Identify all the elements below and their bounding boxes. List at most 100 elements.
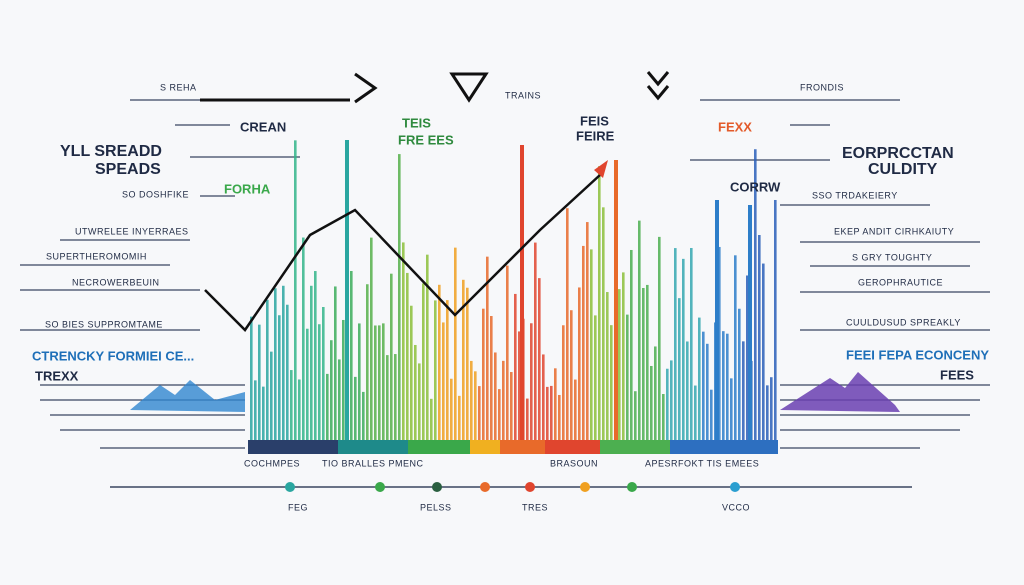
label: SUPERTHEROMOMIH	[46, 251, 147, 261]
bar	[726, 333, 729, 440]
bar	[354, 376, 357, 440]
bar	[374, 325, 377, 440]
bar	[654, 346, 657, 440]
bar	[642, 287, 645, 440]
label: NECROWERBEUIN	[72, 277, 160, 287]
bar	[390, 273, 393, 440]
bar	[766, 385, 769, 440]
bar	[250, 316, 253, 440]
bar	[730, 378, 733, 440]
bar	[430, 398, 433, 440]
bar	[314, 271, 317, 440]
bar	[442, 322, 445, 440]
bar	[582, 245, 585, 440]
bar	[678, 298, 681, 440]
label: TEIS	[402, 115, 431, 130]
label: FEIRE	[576, 128, 615, 143]
bar	[382, 323, 385, 440]
node	[375, 482, 385, 492]
label: BRASOUN	[550, 458, 598, 468]
bar	[578, 287, 581, 440]
bar	[562, 325, 565, 440]
label: CUULDUSUD SPREAKLY	[846, 317, 961, 327]
bar	[502, 360, 505, 440]
bar	[290, 370, 293, 440]
label: TIO BRALLES PMENC	[322, 458, 424, 468]
bar	[438, 284, 441, 440]
bar	[534, 242, 537, 440]
bar	[322, 307, 325, 440]
node	[627, 482, 637, 492]
bar	[538, 278, 541, 440]
label: FORHA	[224, 181, 271, 196]
bar	[638, 220, 641, 440]
label: EORPRCCTAN	[842, 145, 954, 162]
bar	[270, 351, 273, 440]
bar	[282, 285, 285, 440]
label: GEROPHRAUTICE	[858, 277, 943, 287]
bar	[606, 292, 609, 440]
bar	[258, 324, 261, 440]
bar	[698, 317, 701, 440]
strip	[670, 440, 778, 454]
bar	[702, 331, 705, 440]
label: CULDITY	[868, 161, 938, 178]
bar	[334, 286, 337, 440]
bar	[706, 343, 709, 440]
bar	[402, 242, 405, 440]
bar	[754, 149, 757, 440]
strip	[500, 440, 545, 454]
spike	[345, 140, 349, 440]
bar	[482, 308, 485, 440]
label: SO BIES SUPPROMTAME	[45, 319, 163, 329]
bar	[658, 236, 661, 440]
bar	[622, 272, 625, 440]
bar	[550, 385, 553, 440]
label: CTRENCKY FORMIEI CE...	[32, 348, 194, 363]
bar	[554, 368, 557, 440]
label: COCHMPES	[244, 458, 300, 468]
label: CORRW	[730, 179, 781, 194]
bar	[326, 373, 329, 440]
bar	[542, 354, 545, 440]
bar	[254, 380, 257, 440]
bar	[474, 371, 477, 440]
bar	[298, 379, 301, 440]
mountain	[780, 372, 900, 412]
bar	[586, 222, 589, 440]
node	[480, 482, 490, 492]
strip	[338, 440, 408, 454]
bar	[426, 254, 429, 440]
arrow-head	[594, 160, 608, 178]
bar	[598, 166, 601, 441]
bar	[770, 377, 773, 440]
bar	[710, 389, 713, 440]
bar	[650, 365, 653, 440]
label: TREXX	[35, 368, 79, 383]
spike	[748, 205, 752, 440]
bar	[594, 315, 597, 440]
bar	[746, 275, 749, 440]
spike	[520, 145, 524, 440]
node	[730, 482, 740, 492]
bar	[310, 285, 313, 440]
label: EKEP ANDIT CIRHKAIUTY	[834, 226, 954, 236]
bar	[362, 391, 365, 440]
bar	[414, 344, 417, 440]
bar	[670, 360, 673, 440]
bar	[514, 293, 517, 440]
label: FRE EES	[398, 132, 454, 147]
bar	[274, 288, 277, 440]
bar	[462, 279, 465, 440]
bar	[630, 249, 633, 440]
bar	[266, 299, 269, 440]
bar	[406, 272, 409, 440]
bar	[602, 207, 605, 440]
spike	[715, 200, 719, 440]
bar	[506, 265, 509, 440]
bar	[366, 284, 369, 440]
bar	[774, 199, 777, 440]
bar	[738, 308, 741, 440]
bar	[458, 395, 461, 440]
label: FEIS	[580, 113, 609, 128]
